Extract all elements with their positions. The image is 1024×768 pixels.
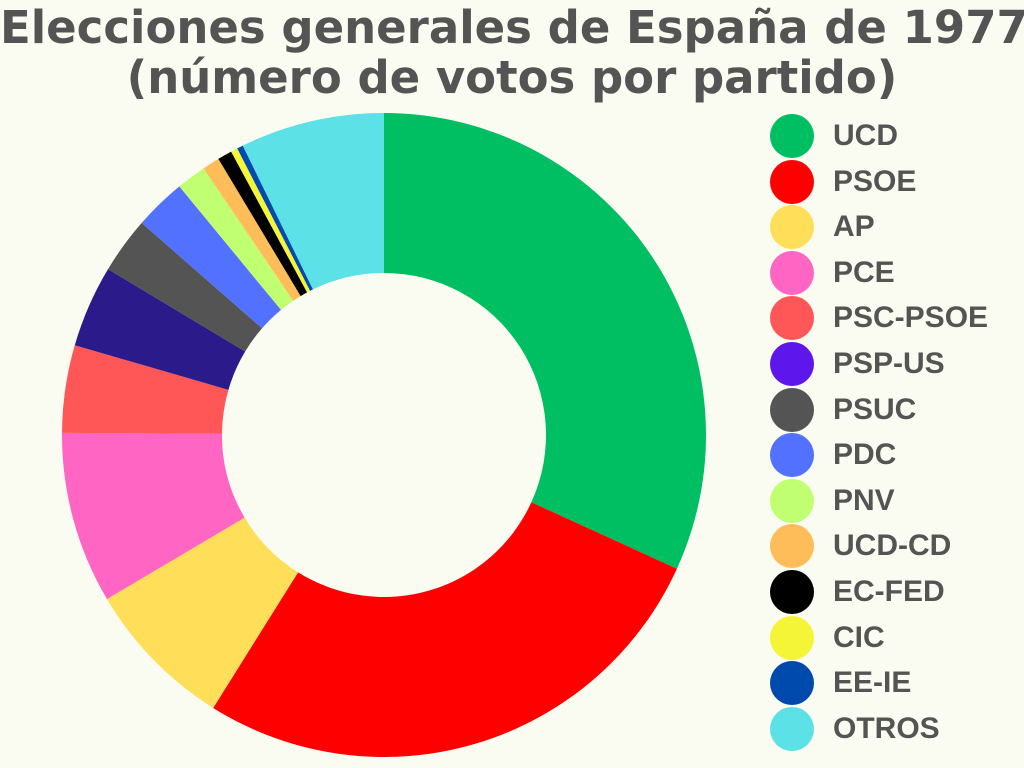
legend-swatch [770, 114, 814, 158]
slice-ucd-cd [203, 158, 301, 301]
legend-swatch [770, 159, 814, 204]
slice-pnv [179, 168, 294, 310]
legend-swatch [770, 706, 814, 751]
legend-swatch [770, 296, 814, 341]
legend-swatch [770, 478, 814, 523]
legend-label: PSUC [833, 392, 917, 426]
slice-psp-us [74, 269, 246, 390]
legend-swatch [770, 661, 814, 706]
legend-label: EC-FED [833, 575, 945, 608]
slice-psc-psoe [62, 345, 229, 434]
legend-label: UCD [833, 119, 898, 152]
legend-label: EE-IE [833, 666, 912, 700]
slice-psoe [213, 502, 677, 758]
legend-label: AP [833, 210, 875, 244]
legend-label: PSOE [833, 164, 917, 198]
legend-label: UCD-CD [833, 529, 952, 563]
chart-title-line-2: (número de votos por partido) [126, 51, 898, 104]
slice-ap [106, 517, 299, 708]
legend-swatch [770, 250, 814, 295]
legend-swatch [770, 387, 814, 432]
legend-label: PCE [833, 255, 895, 289]
chart-title-line-1: Elecciones generales de España de 1977 [0, 1, 1024, 54]
slice-cic [231, 148, 311, 293]
legend-swatch [770, 524, 814, 569]
slice-ucd [384, 113, 707, 569]
legend-label: PNV [833, 483, 895, 517]
slice-ec-fed [218, 151, 308, 297]
slice-ee-ie [237, 145, 313, 291]
legend-swatch [770, 342, 814, 386]
legend-swatch [770, 615, 814, 660]
legend-label: PSP-US [833, 347, 945, 380]
slice-psuc [108, 222, 263, 352]
slice-pce [62, 432, 245, 600]
legend-label: PSC-PSOE [833, 301, 989, 335]
legend-swatch [770, 205, 814, 250]
slice-pdc [141, 186, 282, 329]
legend-label: CIC [833, 620, 885, 654]
legend-label: OTROS [833, 711, 940, 745]
slice-otros [242, 113, 384, 290]
legend-label: PDC [833, 438, 897, 472]
legend-swatch [770, 433, 814, 478]
legend-swatch [770, 570, 814, 614]
